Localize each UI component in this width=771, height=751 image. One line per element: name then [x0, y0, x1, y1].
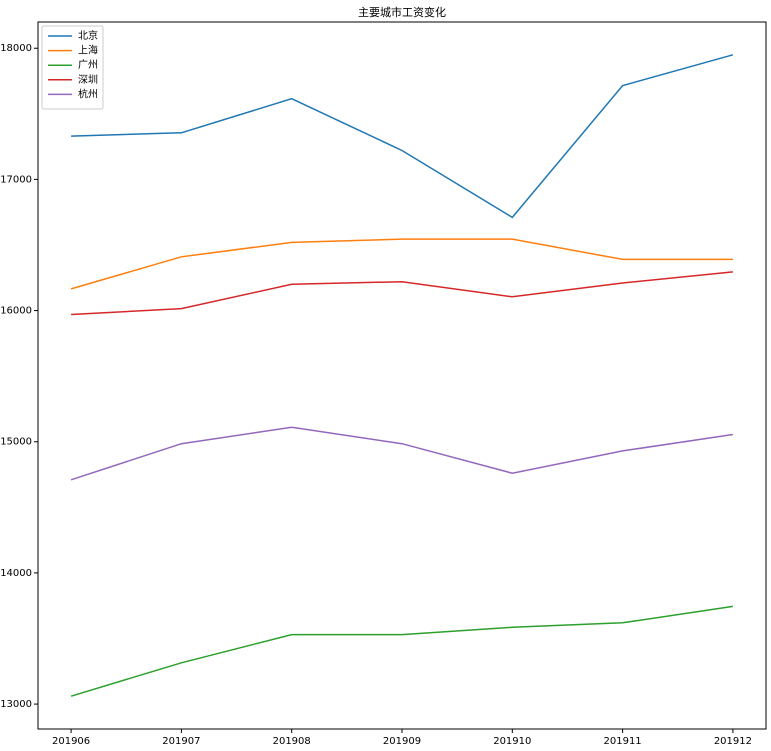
series-line	[70, 238, 733, 290]
chart-title: 主要城市工资变化	[358, 5, 446, 19]
y-tick-label: 13000	[0, 699, 32, 710]
y-tick-label: 14000	[0, 568, 32, 579]
legend-label: 上海	[78, 44, 98, 57]
x-tick-label: 201909	[383, 736, 421, 747]
y-tick-label: 16000	[0, 306, 32, 317]
series-line	[71, 271, 733, 316]
y-tick-label: 17000	[0, 174, 32, 185]
legend-box	[41, 25, 104, 110]
legend-label: 北京	[78, 29, 98, 42]
x-tick-label: 201907	[162, 736, 200, 747]
x-tick-label: 201912	[714, 736, 752, 747]
x-tick-label: 201910	[493, 736, 531, 747]
x-tick-label: 201906	[52, 736, 90, 747]
series-line	[71, 54, 734, 219]
legend-label: 杭州	[78, 87, 98, 100]
plot-frame	[37, 21, 767, 730]
y-tick-label: 18000	[0, 43, 32, 54]
x-tick-label: 201908	[273, 736, 311, 747]
legend-label: 广州	[78, 59, 98, 71]
series-line	[70, 605, 734, 697]
legend-label: 深圳	[78, 74, 98, 86]
y-tick-label: 15000	[0, 437, 32, 448]
series-line	[70, 426, 734, 481]
x-tick-label: 201911	[604, 736, 642, 747]
